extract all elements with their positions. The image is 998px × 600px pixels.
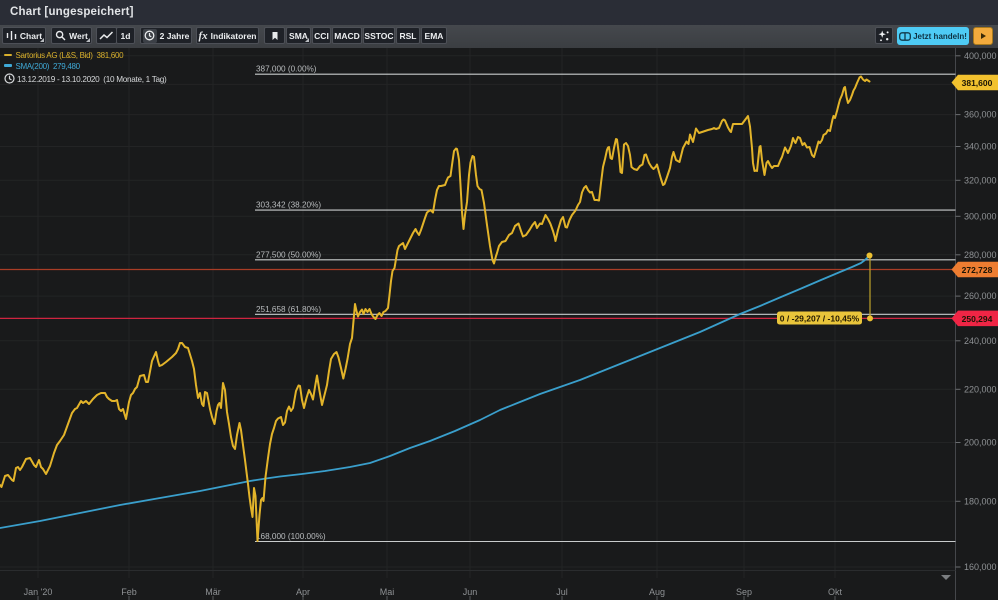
svg-text:250,294: 250,294 (962, 314, 993, 324)
svg-text:387,000 (0.00%): 387,000 (0.00%) (256, 65, 317, 74)
svg-text:Sep: Sep (736, 587, 752, 597)
svg-text:Okt: Okt (828, 587, 843, 597)
svg-text:168,000 (100.00%): 168,000 (100.00%) (256, 532, 326, 541)
svg-text:240,000: 240,000 (964, 336, 997, 346)
svg-text:340,000: 340,000 (964, 142, 997, 152)
svg-text:Jun: Jun (463, 587, 478, 597)
svg-text:0 / -29,207 / -10,45%: 0 / -29,207 / -10,45% (780, 313, 860, 323)
svg-text:Jan '20: Jan '20 (24, 587, 53, 597)
svg-text:360,000: 360,000 (964, 110, 997, 120)
svg-text:280,000: 280,000 (964, 250, 997, 260)
svg-text:381,600: 381,600 (962, 78, 993, 88)
svg-text:Mär: Mär (205, 587, 221, 597)
svg-text:Feb: Feb (121, 587, 137, 597)
svg-text:Apr: Apr (296, 587, 310, 597)
svg-text:400,000: 400,000 (964, 51, 997, 61)
svg-text:Jul: Jul (556, 587, 568, 597)
svg-text:Mai: Mai (380, 587, 395, 597)
svg-text:260,000: 260,000 (964, 291, 997, 301)
svg-text:251,658 (61.80%): 251,658 (61.80%) (256, 305, 321, 314)
svg-text:303,342 (38.20%): 303,342 (38.20%) (256, 201, 321, 210)
svg-text:272,728: 272,728 (962, 265, 993, 275)
svg-text:220,000: 220,000 (964, 384, 997, 394)
svg-text:320,000: 320,000 (964, 175, 997, 185)
svg-text:180,000: 180,000 (964, 496, 997, 506)
svg-text:277,500 (50.00%): 277,500 (50.00%) (256, 250, 321, 259)
svg-text:Aug: Aug (649, 587, 665, 597)
svg-text:200,000: 200,000 (964, 438, 997, 448)
svg-text:160,000: 160,000 (964, 562, 997, 572)
svg-text:300,000: 300,000 (964, 211, 997, 221)
